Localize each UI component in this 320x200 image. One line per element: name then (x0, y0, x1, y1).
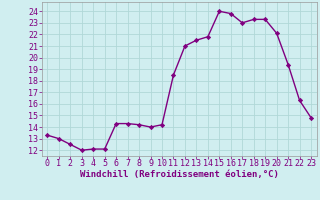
X-axis label: Windchill (Refroidissement éolien,°C): Windchill (Refroidissement éolien,°C) (80, 170, 279, 179)
